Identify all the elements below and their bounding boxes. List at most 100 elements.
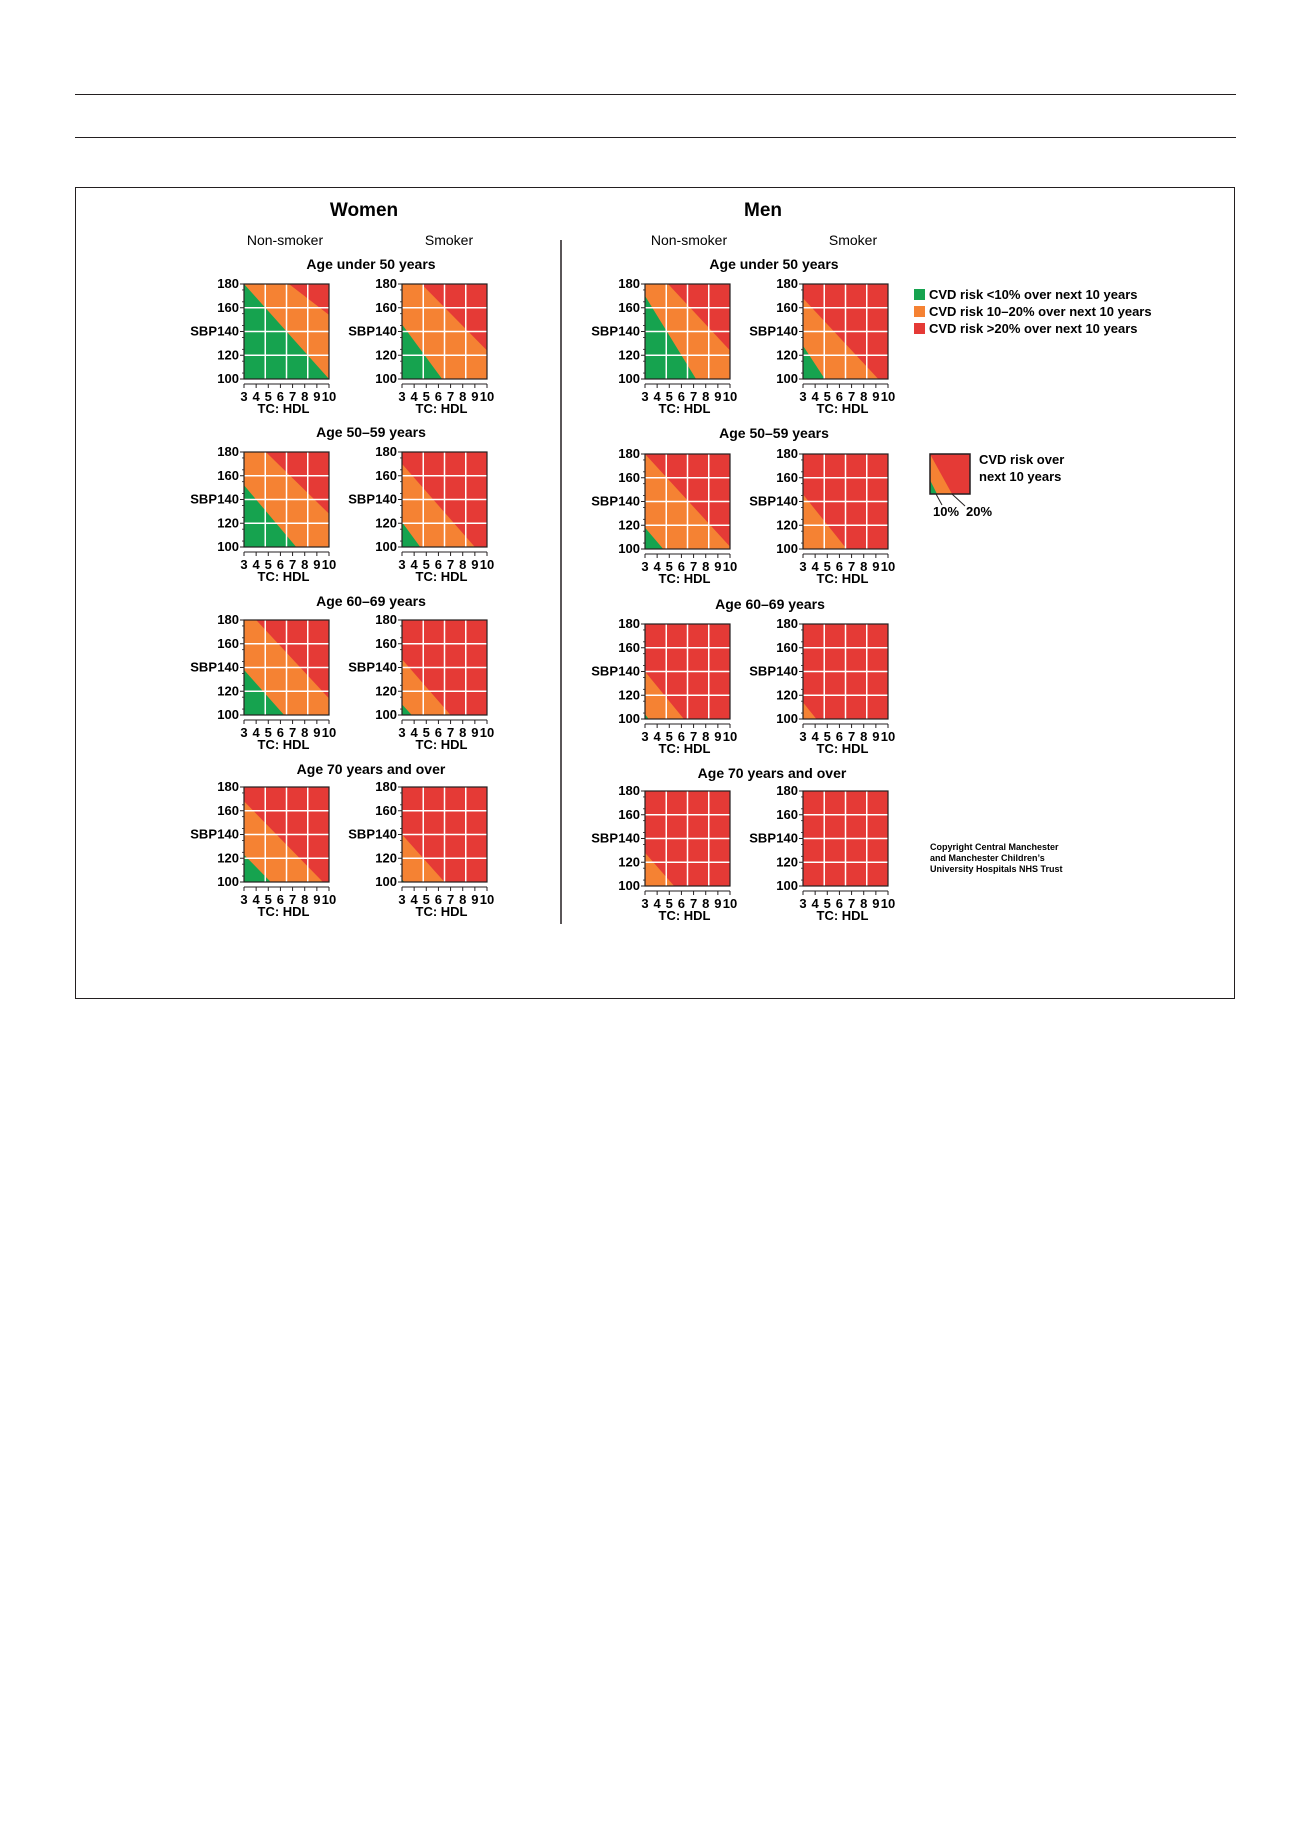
x-tick-label: 10 <box>881 896 895 911</box>
women-age-label-1: Age under 50 years <box>306 256 435 272</box>
risk-zone-low <box>645 295 696 379</box>
x-tick-label: 10 <box>881 559 895 574</box>
risk-zone-mid <box>402 463 475 547</box>
risk-key-band-green <box>930 480 937 494</box>
risk-chart-figure: Women Men Non-smoker Smoker Non-smoker S… <box>190 200 1152 924</box>
risk-panel-5: 180 160 140 120 100 SBP 3 4 5 6 7 8 9 10 TC: HDL <box>190 612 336 752</box>
x-tick-label: 3 <box>799 389 806 404</box>
y-tick-label: 180 <box>217 779 239 794</box>
x-tick-label: 10 <box>322 892 336 907</box>
risk-zone-mid <box>803 494 847 549</box>
risk-panel-15: 180 160 140 120 100 SBP 3 4 5 6 7 8 9 10 TC: HDL <box>591 783 737 923</box>
x-axis-label: TC: HDL <box>817 741 869 756</box>
x-tick-label: 3 <box>398 725 405 740</box>
y-tick-label: 120 <box>618 854 640 869</box>
risk-panel-9: 180 160 140 120 100 SBP 3 4 5 6 7 8 9 10 TC: HDL <box>591 276 737 416</box>
y-tick-label: 180 <box>375 276 397 291</box>
women-nonsmoker-label: Non-smoker <box>247 232 324 248</box>
y-tick-label: 180 <box>217 612 239 627</box>
x-tick-label: 8 <box>301 557 308 572</box>
y-tick-label: 180 <box>375 444 397 459</box>
x-tick-label: 4 <box>253 389 261 404</box>
risk-zone-mid <box>244 801 323 882</box>
y-axis-label: SBP <box>749 831 776 846</box>
y-tick-label: 180 <box>618 276 640 291</box>
x-tick-label: 9 <box>872 389 879 404</box>
y-tick-label: 180 <box>375 779 397 794</box>
x-tick-label: 10 <box>723 389 737 404</box>
men-age-label-3: Age 60–69 years <box>715 596 825 612</box>
risk-key-10-label: 10% <box>933 504 959 519</box>
risk-zone-low <box>402 522 421 547</box>
women-age-label-2: Age 50–59 years <box>316 424 426 440</box>
x-tick-label: 7 <box>690 559 697 574</box>
x-tick-label: 9 <box>471 389 478 404</box>
x-tick-label: 3 <box>641 729 648 744</box>
x-tick-label: 4 <box>812 896 820 911</box>
x-tick-label: 9 <box>714 389 721 404</box>
y-tick-label: 180 <box>217 276 239 291</box>
risk-zone-low <box>645 714 649 719</box>
x-tick-label: 9 <box>872 559 879 574</box>
y-tick-label: 180 <box>776 276 798 291</box>
x-tick-label: 8 <box>459 389 466 404</box>
y-tick-label: 120 <box>618 347 640 362</box>
men-heading: Men <box>744 200 782 221</box>
x-tick-label: 5 <box>824 389 831 404</box>
x-tick-label: 5 <box>824 896 831 911</box>
x-tick-label: 7 <box>289 389 296 404</box>
x-axis-label: TC: HDL <box>817 571 869 586</box>
y-tick-label: 100 <box>375 707 397 722</box>
risk-panel-2: 180 160 140 120 100 SBP 3 4 5 6 7 8 9 10 TC: HDL <box>348 276 494 416</box>
x-tick-label: 3 <box>398 557 405 572</box>
y-tick-label: 100 <box>618 711 640 726</box>
x-axis-label: TC: HDL <box>659 401 711 416</box>
risk-zone-low <box>244 854 271 882</box>
x-axis-label: TC: HDL <box>416 569 468 584</box>
men-age-label-2: Age 50–59 years <box>719 425 829 441</box>
y-tick-label: 120 <box>618 687 640 702</box>
x-tick-label: 3 <box>641 389 648 404</box>
x-tick-label: 4 <box>411 892 419 907</box>
x-tick-label: 8 <box>860 389 867 404</box>
risk-zone-low <box>244 669 285 715</box>
risk-panel-13: 180 160 140 120 100 SBP 3 4 5 6 7 8 9 10 TC: HDL <box>591 616 737 756</box>
y-tick-label: 160 <box>776 300 798 315</box>
x-tick-label: 7 <box>848 729 855 744</box>
x-tick-label: 3 <box>398 389 405 404</box>
y-tick-label: 140 <box>375 660 397 675</box>
x-tick-label: 8 <box>702 896 709 911</box>
x-tick-label: 7 <box>289 892 296 907</box>
x-tick-label: 3 <box>799 559 806 574</box>
y-tick-label: 180 <box>776 446 798 461</box>
x-tick-label: 8 <box>459 892 466 907</box>
x-axis-label: TC: HDL <box>659 741 711 756</box>
x-tick-label: 10 <box>322 557 336 572</box>
y-tick-label: 140 <box>375 827 397 842</box>
y-axis-label: SBP <box>591 664 618 679</box>
y-axis-label: SBP <box>749 664 776 679</box>
y-tick-label: 160 <box>217 636 239 651</box>
y-axis-label: SBP <box>591 831 618 846</box>
header-rule-bottom <box>75 137 1236 138</box>
risk-panel-10: 180 160 140 120 100 SBP 3 4 5 6 7 8 9 10 TC: HDL <box>749 276 895 416</box>
y-axis-label: SBP <box>591 494 618 509</box>
men-smoker-label: Smoker <box>829 232 878 248</box>
x-tick-label: 7 <box>289 725 296 740</box>
y-axis-label: SBP <box>190 492 217 507</box>
y-tick-label: 160 <box>618 807 640 822</box>
x-tick-label: 4 <box>812 559 820 574</box>
y-tick-label: 160 <box>776 807 798 822</box>
x-tick-label: 9 <box>471 892 478 907</box>
y-axis-label: SBP <box>190 324 217 339</box>
y-tick-label: 120 <box>776 517 798 532</box>
x-axis-label: TC: HDL <box>258 569 310 584</box>
x-tick-label: 10 <box>881 389 895 404</box>
women-heading: Women <box>330 200 398 221</box>
x-tick-label: 10 <box>480 389 494 404</box>
y-tick-label: 140 <box>776 664 798 679</box>
men-age-label-4: Age 70 years and over <box>698 765 847 781</box>
x-tick-label: 9 <box>313 389 320 404</box>
x-tick-label: 6 <box>277 557 284 572</box>
